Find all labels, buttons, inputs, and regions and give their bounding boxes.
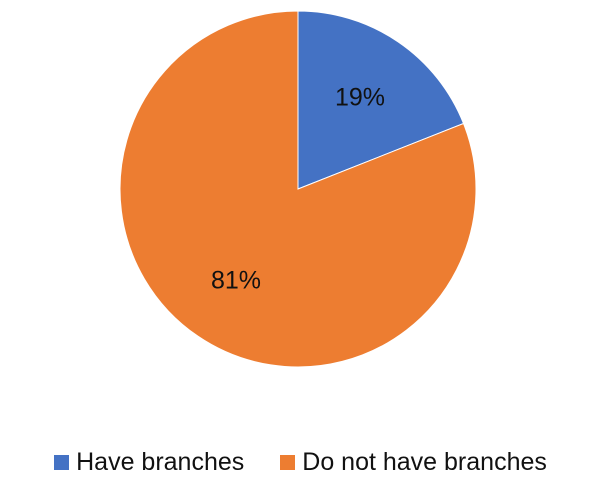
pie-slice-do-not-have-branches bbox=[119, 10, 477, 368]
legend-swatch-have-branches bbox=[54, 455, 70, 470]
legend-item-do-not-have-branches: Do not have branches bbox=[280, 448, 547, 477]
data-label-have-branches: 19% bbox=[335, 84, 385, 112]
legend-label-do-not-have-branches: Do not have branches bbox=[302, 448, 547, 476]
data-label-do-not-have-branches: 81% bbox=[211, 266, 261, 294]
legend-item-have-branches: Have branches bbox=[54, 448, 244, 477]
legend-swatch-do-not-have-branches bbox=[280, 455, 296, 470]
pie-slice-have-branches bbox=[297, 10, 465, 190]
legend-label-have-branches: Have branches bbox=[76, 448, 245, 476]
legend: Have branches Do not have branches bbox=[0, 446, 601, 479]
